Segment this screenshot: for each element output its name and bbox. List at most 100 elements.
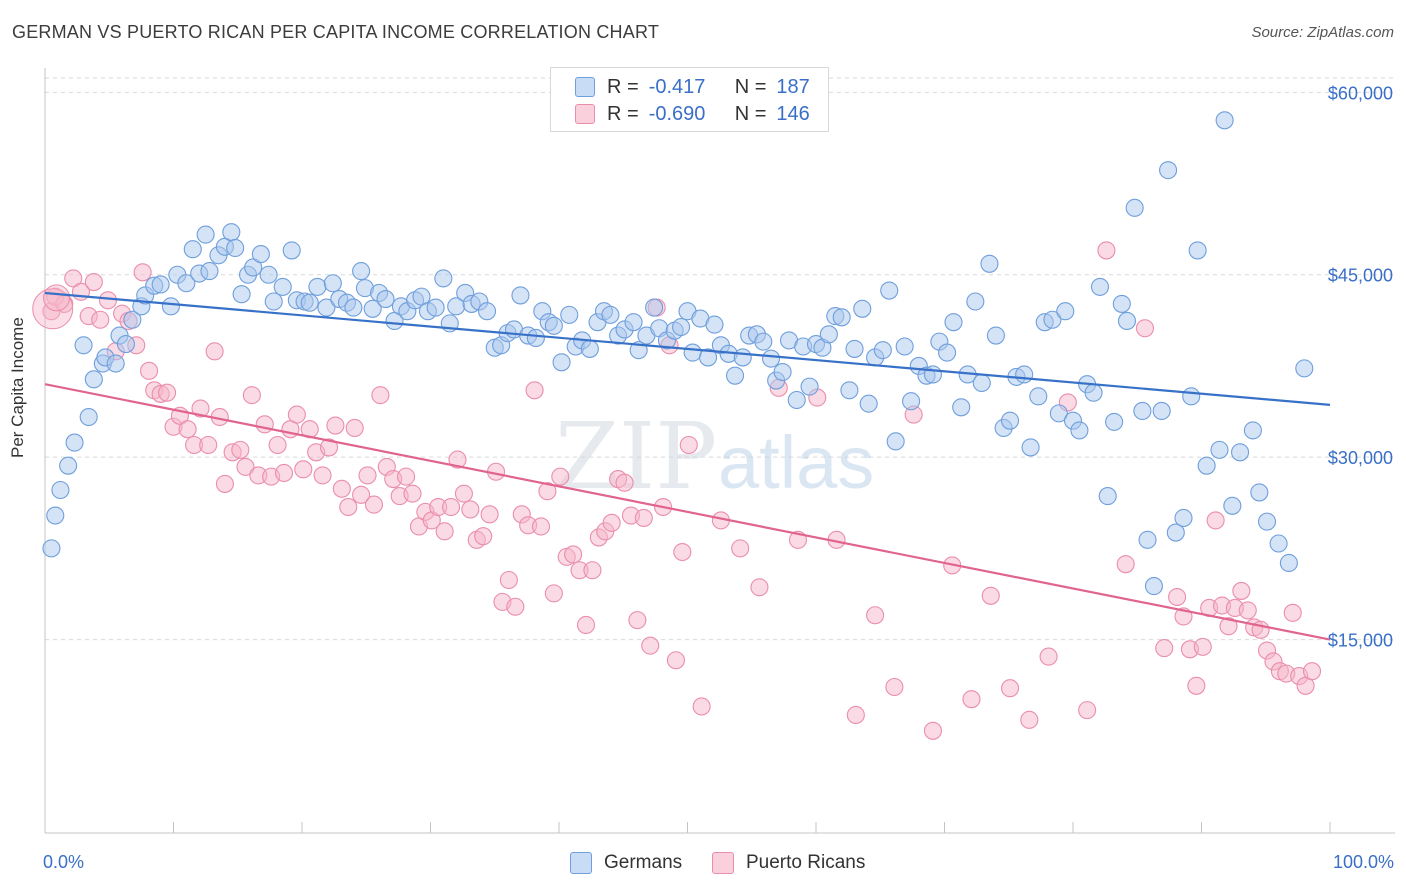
y-tick-label: $60,000 — [1328, 83, 1393, 103]
puerto-rican-point — [673, 542, 692, 562]
german-point — [251, 245, 270, 264]
puerto-rican-point — [1039, 647, 1058, 666]
puerto-rican-point — [692, 697, 711, 716]
legend-item-germans[interactable]: Germans — [570, 852, 682, 874]
germans-trend-line — [44, 291, 1331, 406]
puerto-rican-point — [885, 677, 904, 697]
german-point — [1056, 302, 1075, 321]
german-point — [938, 343, 957, 362]
puerto-rican-point — [313, 466, 332, 485]
german-point — [840, 381, 859, 400]
puerto-ricans-legend-swatch — [712, 852, 734, 874]
puerto-rican-point — [1116, 555, 1135, 574]
german-point — [754, 332, 773, 351]
puerto-rican-point — [525, 381, 544, 400]
puerto-ricans-trend-line — [44, 383, 1331, 641]
puerto-rican-point — [1187, 676, 1206, 695]
german-point — [222, 223, 241, 242]
puerto-rican-point — [319, 438, 339, 457]
german-point — [873, 341, 892, 360]
german-point — [511, 286, 530, 305]
puerto-rican-point — [981, 586, 1000, 605]
german-point — [544, 316, 563, 335]
german-point — [1188, 241, 1207, 260]
puerto-rican-point — [731, 539, 750, 558]
puerto-rican-point — [576, 615, 596, 635]
puerto-rican-point — [564, 545, 583, 564]
german-point — [1098, 487, 1117, 506]
puerto-rican-point — [474, 527, 493, 546]
puerto-rican-point — [1232, 581, 1251, 600]
german-point — [859, 394, 878, 413]
r-label: R = — [607, 102, 639, 125]
german-point — [1174, 508, 1193, 528]
german-point — [1257, 512, 1277, 531]
german-point — [434, 269, 453, 288]
german-point — [902, 392, 921, 411]
y-tick-label: $15,000 — [1328, 631, 1393, 651]
german-point — [151, 275, 170, 294]
puerto-rican-point — [345, 418, 364, 438]
stats-row-puerto-ricans: R = -0.690 N = 146 — [575, 101, 810, 127]
puerto-rican-point — [1206, 511, 1225, 530]
puerto-rican-point — [1155, 639, 1174, 658]
puerto-rican-point — [1168, 587, 1187, 607]
german-point — [787, 390, 806, 410]
puerto-rican-point — [846, 705, 865, 725]
puerto-rican-point — [91, 310, 110, 329]
puerto-rican-points — [32, 241, 1322, 740]
puerto-rican-point — [1219, 617, 1238, 636]
puerto-rican-point — [435, 522, 454, 541]
german-points — [42, 111, 1314, 596]
puerto-rican-point — [84, 272, 103, 292]
german-point — [725, 366, 745, 385]
german-point — [196, 225, 215, 244]
german-point — [161, 297, 180, 316]
puerto-rican-point — [480, 505, 499, 524]
german-point — [880, 281, 899, 300]
puerto-rican-point — [242, 386, 261, 405]
puerto-rican-point — [454, 484, 473, 503]
german-point — [477, 302, 497, 321]
r-value: -0.417 — [648, 75, 706, 98]
stats-row-germans: R = -0.417 N = 187 — [575, 74, 810, 100]
german-point — [966, 292, 985, 311]
puerto-rican-point — [1302, 662, 1322, 681]
r-label: R = — [607, 75, 639, 98]
legend-item-puerto-ricans[interactable]: Puerto Ricans — [712, 852, 865, 874]
german-point — [123, 310, 142, 329]
german-point — [1231, 443, 1250, 462]
german-point — [200, 262, 219, 281]
german-point — [819, 325, 838, 344]
puerto-rican-point — [442, 497, 461, 517]
puerto-rican-point — [371, 386, 390, 405]
puerto-rican-point — [538, 482, 557, 501]
puerto-rican-point — [98, 291, 118, 310]
german-point — [1090, 277, 1110, 296]
german-point — [645, 298, 664, 317]
german-point — [244, 258, 263, 277]
puerto-rican-point — [641, 636, 660, 655]
german-point — [972, 373, 991, 393]
german-point — [1043, 310, 1062, 329]
puerto-rican-point — [634, 508, 653, 528]
german-point — [552, 353, 571, 372]
legend-label-germans: Germans — [604, 852, 683, 873]
german-point — [952, 398, 971, 417]
german-point — [672, 317, 691, 337]
puerto-rican-point — [506, 597, 525, 616]
german-point — [845, 339, 864, 358]
german-point — [1197, 456, 1216, 475]
puerto-rican-point — [274, 463, 294, 483]
german-point — [1182, 387, 1201, 406]
german-point — [1133, 401, 1152, 420]
puerto-rican-point — [1078, 701, 1097, 720]
puerto-rican-point — [544, 584, 563, 603]
puerto-rican-point — [923, 721, 942, 740]
puerto-rican-point — [352, 485, 371, 504]
german-point — [84, 370, 103, 389]
puerto-rican-point — [215, 474, 234, 493]
german-point — [259, 265, 278, 284]
german-point — [1144, 577, 1164, 596]
puerto-rican-point — [191, 399, 210, 418]
